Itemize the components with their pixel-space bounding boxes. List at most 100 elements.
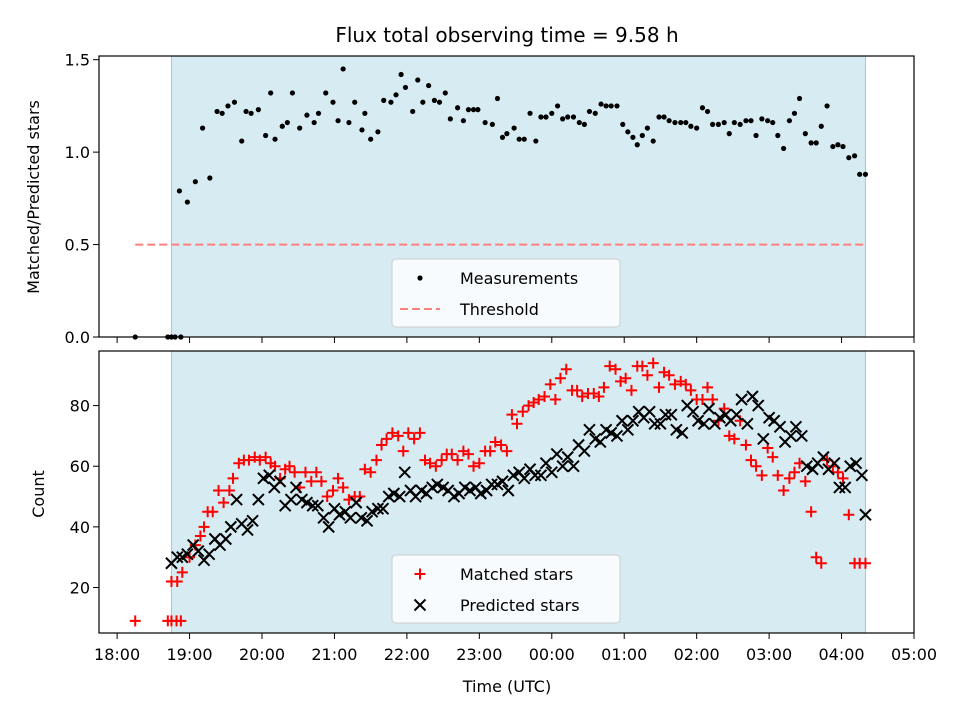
bottom-matched-stars-point bbox=[198, 521, 210, 533]
bottom-matched-stars-point bbox=[376, 439, 388, 451]
top-measurements-point bbox=[442, 90, 448, 96]
bottom-predicted-stars-point bbox=[387, 487, 401, 500]
top-measurements-point bbox=[398, 71, 404, 78]
top-measurements-point bbox=[710, 121, 716, 128]
bottom-matched-stars-point bbox=[289, 466, 301, 478]
top-measurements-point bbox=[176, 188, 183, 194]
bottom-matched-stars-point bbox=[843, 509, 855, 521]
top-measurements-point bbox=[402, 84, 409, 91]
top-measurements-point bbox=[603, 103, 609, 109]
top-legend-marker bbox=[417, 275, 423, 281]
bottom-predicted-stars-point bbox=[545, 466, 558, 479]
top-measurements-point bbox=[504, 131, 510, 137]
top-measurements-point bbox=[475, 107, 481, 113]
top-measurements-point bbox=[630, 134, 636, 140]
bottom-predicted-stars-point bbox=[833, 481, 846, 494]
bottom-matched-stars-point bbox=[772, 469, 784, 481]
top-measurements-point bbox=[743, 118, 749, 124]
top-measurements-point bbox=[753, 132, 759, 139]
top-measurements-point bbox=[420, 99, 426, 105]
bottom-ytick-label: 60 bbox=[70, 457, 90, 476]
bottom-predicted-stars-point bbox=[507, 469, 520, 482]
bottom-predicted-stars-point bbox=[398, 466, 411, 479]
bottom-matched-stars-point bbox=[696, 394, 708, 406]
bottom-matched-stars-point bbox=[284, 460, 296, 472]
bottom-predicted-stars-point bbox=[300, 496, 314, 509]
bottom-matched-stars-point bbox=[175, 615, 187, 627]
bottom-predicted-stars-point bbox=[171, 550, 184, 564]
bottom-matched-stars-point bbox=[805, 506, 817, 518]
top-measurements-point bbox=[634, 142, 640, 148]
bottom-predicted-stars-point bbox=[463, 484, 477, 497]
bottom-matched-stars-point bbox=[756, 469, 768, 481]
top-measurements-point bbox=[639, 132, 645, 139]
bottom-matched-stars-point bbox=[740, 439, 752, 451]
bottom-predicted-stars-point bbox=[224, 520, 238, 534]
bottom-predicted-stars-point bbox=[578, 444, 591, 458]
bottom-predicted-stars-point bbox=[691, 414, 705, 427]
top-measurements-point bbox=[323, 90, 329, 96]
bottom-matched-stars-point bbox=[663, 369, 675, 381]
top-measurements-point bbox=[781, 145, 787, 152]
bottom-matched-stars-point bbox=[359, 463, 371, 475]
bottom-matched-stars-point bbox=[223, 484, 235, 496]
top-measurements-point bbox=[791, 110, 798, 116]
top-legend-box bbox=[391, 258, 621, 328]
top-measurements-point bbox=[538, 114, 544, 120]
bottom-matched-stars-point bbox=[533, 394, 545, 406]
bottom-predicted-stars-point bbox=[241, 523, 254, 537]
top-measurements-point bbox=[239, 138, 245, 144]
bottom-predicted-stars-point bbox=[746, 390, 759, 403]
bottom-predicted-stars-point bbox=[485, 478, 498, 491]
bottom-predicted-stars-point bbox=[474, 487, 487, 500]
bottom-predicted-stars-point bbox=[550, 447, 564, 461]
bottom-matched-stars-point bbox=[365, 466, 377, 478]
top-measurements-point bbox=[207, 175, 213, 181]
bottom-predicted-stars-point bbox=[284, 493, 298, 506]
bottom-matched-stars-point bbox=[832, 466, 844, 478]
bottom-predicted-stars-point bbox=[626, 414, 640, 427]
bottom-matched-stars-point bbox=[783, 472, 795, 484]
bottom-xlabel: Time (UTC) bbox=[462, 677, 551, 696]
top-measurements-point bbox=[715, 121, 722, 128]
top-measurements-point bbox=[284, 119, 290, 126]
bottom-predicted-stars-point bbox=[670, 423, 683, 437]
bottom-xtick-label: 23:00 bbox=[456, 645, 502, 664]
top-measurements-point bbox=[554, 103, 561, 109]
bottom-matched-stars-point bbox=[337, 481, 349, 493]
top-measurements-point bbox=[661, 114, 667, 120]
bottom-matched-stars-point bbox=[511, 418, 523, 430]
bottom-matched-stars-point bbox=[653, 381, 665, 393]
bottom-matched-stars-point bbox=[728, 433, 740, 445]
bottom-predicted-stars-point bbox=[496, 475, 509, 488]
top-measurements-point bbox=[375, 129, 381, 135]
bottom-axes-frame bbox=[98, 350, 915, 634]
top-legend-label: Threshold bbox=[459, 300, 539, 319]
bottom-predicted-stars-point bbox=[675, 426, 689, 440]
bottom-predicted-stars-point bbox=[306, 499, 319, 512]
bottom-predicted-stars-point bbox=[567, 460, 580, 473]
bottom-matched-stars-point bbox=[260, 451, 272, 463]
bottom-predicted-stars-point bbox=[730, 408, 743, 421]
bottom-predicted-stars-point bbox=[610, 429, 624, 443]
bottom-xtick-label: 02:00 bbox=[674, 645, 720, 664]
bottom-predicted-stars-point bbox=[697, 417, 711, 430]
top-measurements-point bbox=[455, 105, 461, 111]
bottom-predicted-stars-point bbox=[360, 514, 374, 528]
top-measurements-point bbox=[225, 103, 231, 109]
bottom-xtick-label: 21:00 bbox=[311, 645, 357, 664]
bottom-xtick-label: 04:00 bbox=[819, 645, 865, 664]
bottom-legend-marker bbox=[413, 598, 427, 612]
bottom-matched-stars-point bbox=[571, 384, 583, 396]
bottom-matched-stars-point bbox=[636, 360, 648, 372]
top-measurements-point bbox=[846, 155, 852, 161]
bottom-predicted-stars-point bbox=[181, 547, 194, 561]
top-measurements-point bbox=[199, 125, 206, 131]
bottom-matched-stars-point bbox=[370, 454, 382, 466]
bottom-matched-stars-point bbox=[381, 433, 393, 445]
bottom-predicted-stars-point bbox=[289, 481, 303, 494]
bottom-matched-stars-point bbox=[446, 448, 458, 460]
bottom-xtick-label: 05:00 bbox=[891, 645, 937, 664]
top-measurements-point bbox=[214, 108, 220, 115]
